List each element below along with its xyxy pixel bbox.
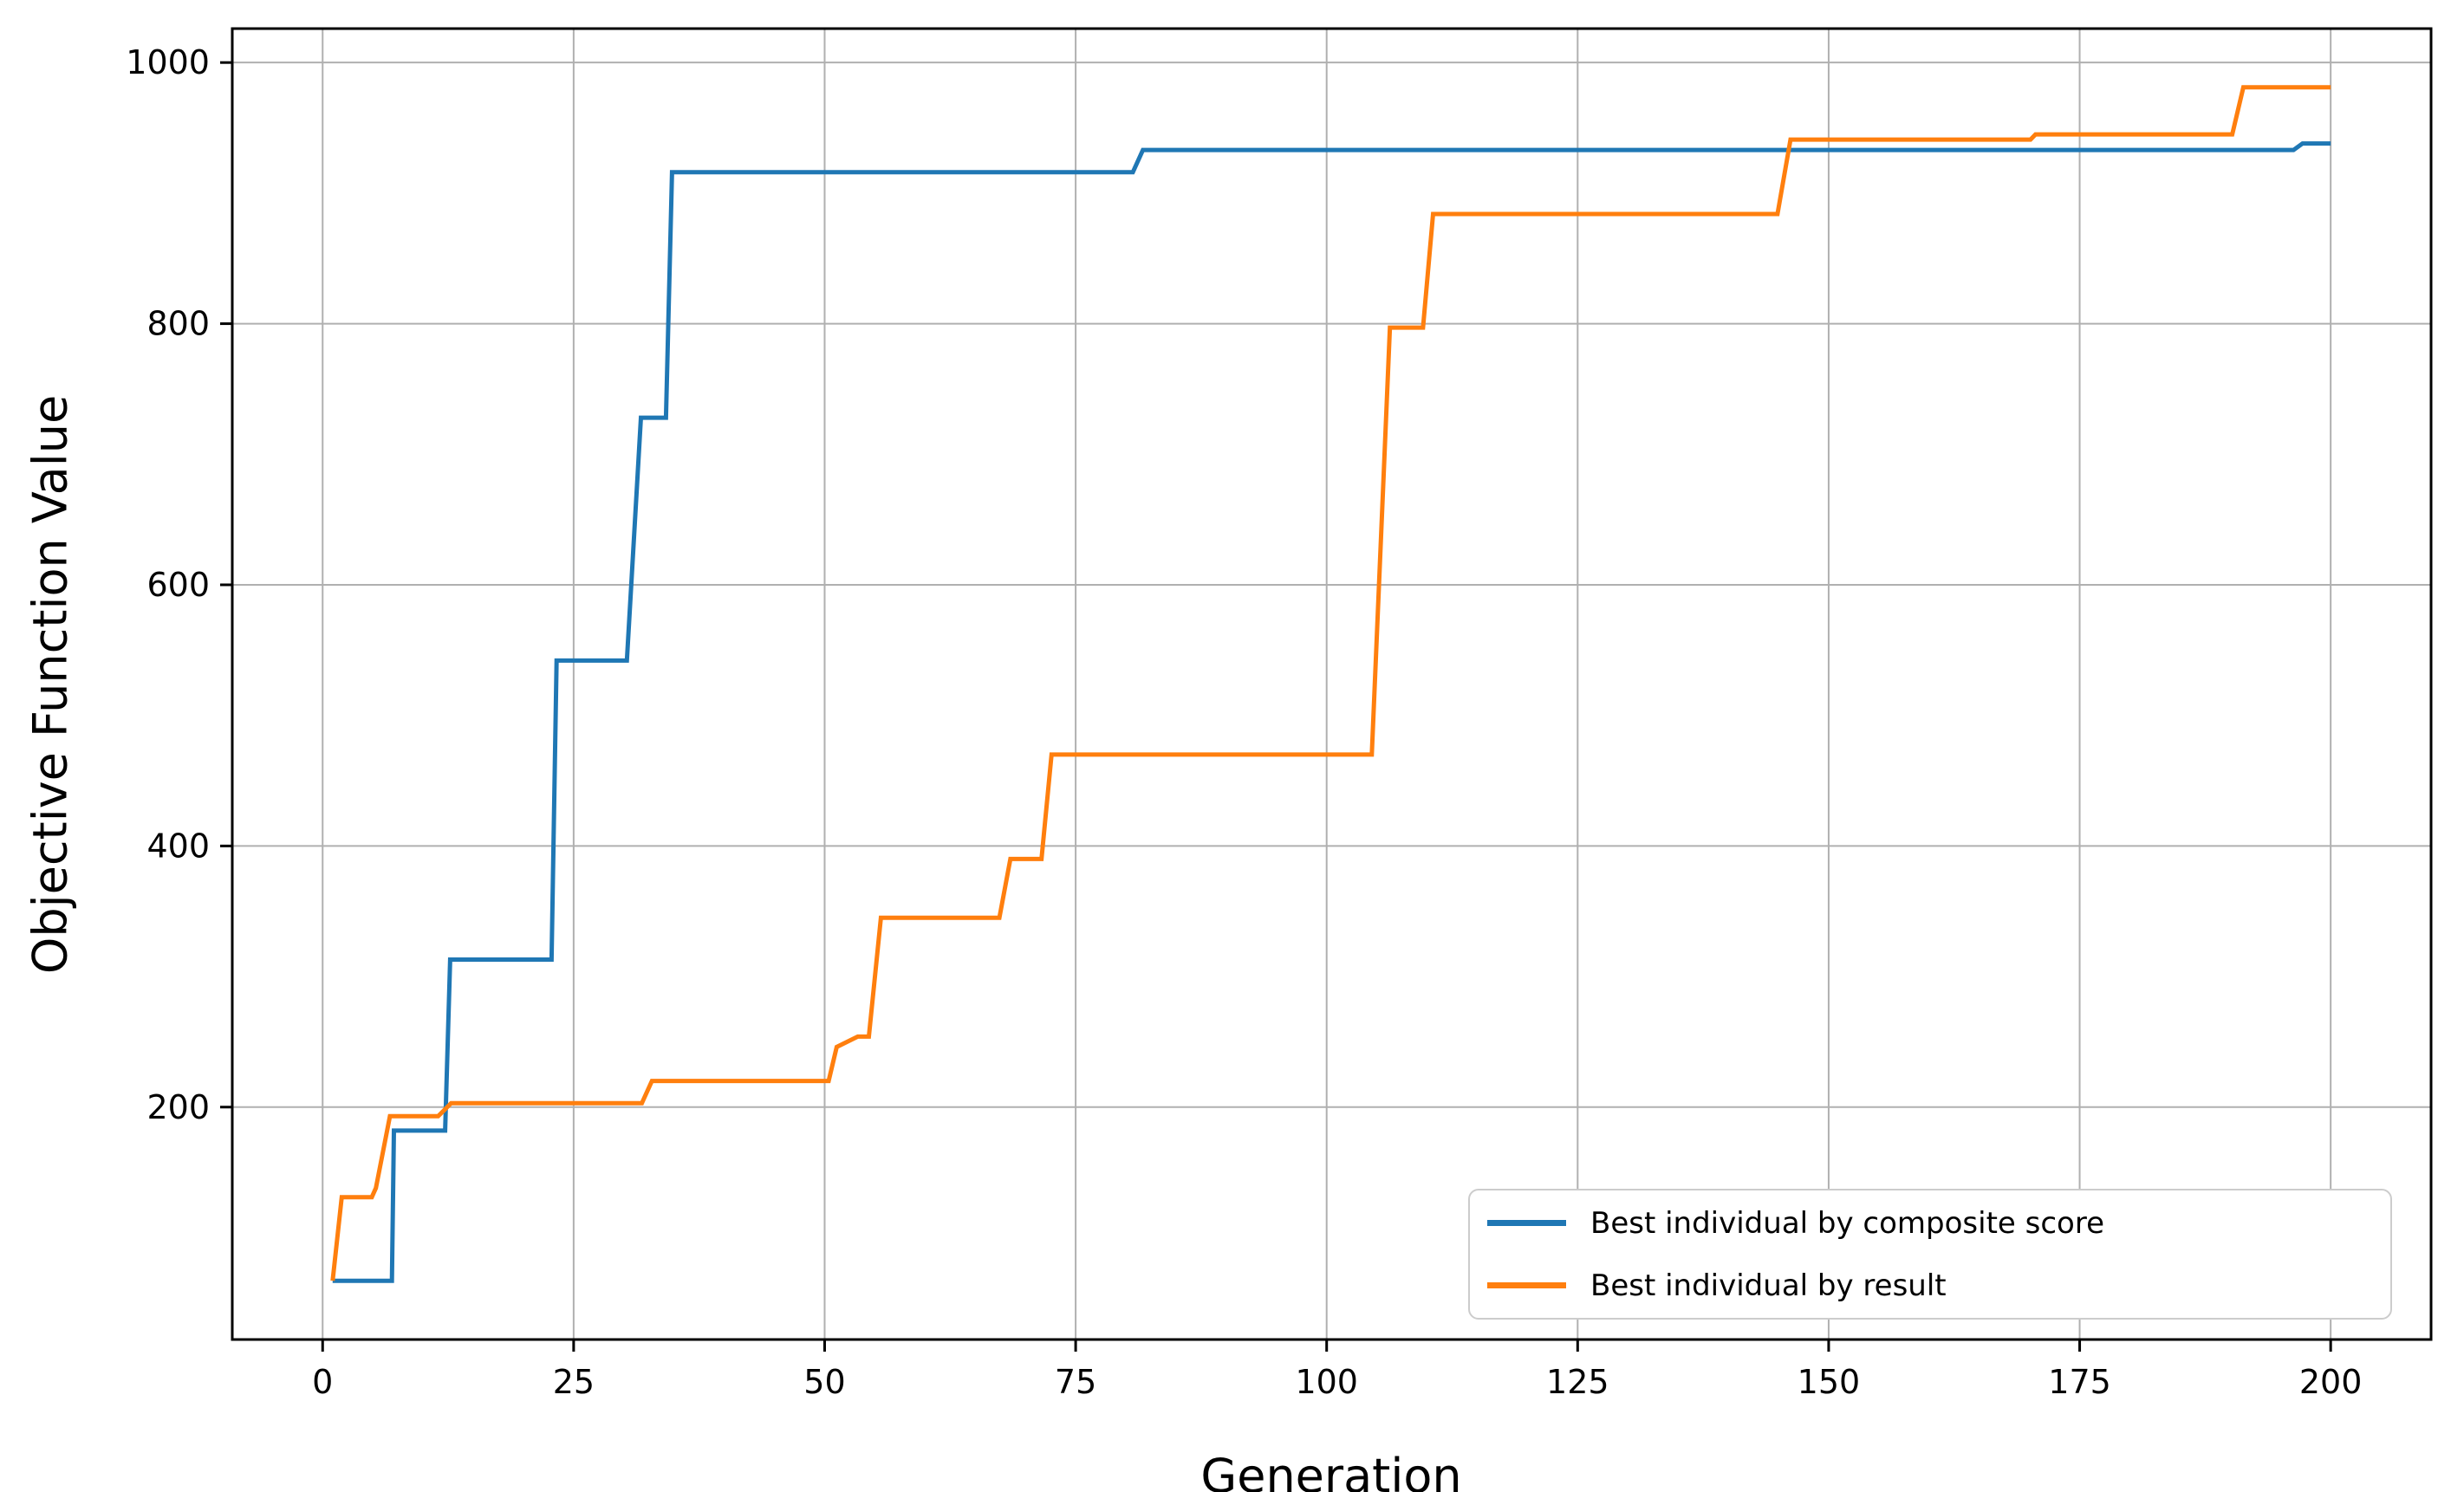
legend-label-composite: Best individual by composite score [1590,1205,2104,1241]
legend-item-result: Best individual by result [1487,1268,2373,1303]
series-line-0 [332,141,2331,1283]
x-tick-label: 150 [1798,1363,1861,1401]
x-tick-label: 25 [553,1363,595,1401]
x-axis-label: Generation [1200,1449,1462,1492]
y-tick-label: 1000 [126,43,210,81]
x-tick-label: 50 [803,1363,845,1401]
y-tick-label: 800 [146,305,210,343]
y-tick-label: 400 [146,827,210,865]
legend-line-swatch-result [1487,1282,1566,1288]
y-axis-label: Objective Function Value [23,394,78,975]
plot-spines [231,27,2433,1341]
x-tick-label: 75 [1055,1363,1096,1401]
y-tick-label: 200 [146,1088,210,1126]
legend-item-composite: Best individual by composite score [1487,1206,2373,1241]
x-tick-label: 200 [2299,1363,2363,1401]
y-tick-label: 600 [146,566,210,604]
x-tick-label: 175 [2048,1363,2111,1401]
series-line-1 [330,85,2331,1281]
x-tick-label: 100 [1295,1363,1358,1401]
x-tick-label: 125 [1546,1363,1609,1401]
legend-label-result: Best individual by result [1590,1268,1947,1303]
x-tick-label: 0 [312,1363,333,1401]
legend: Best individual by composite score Best … [1468,1189,2392,1320]
legend-line-swatch-composite [1487,1220,1566,1226]
